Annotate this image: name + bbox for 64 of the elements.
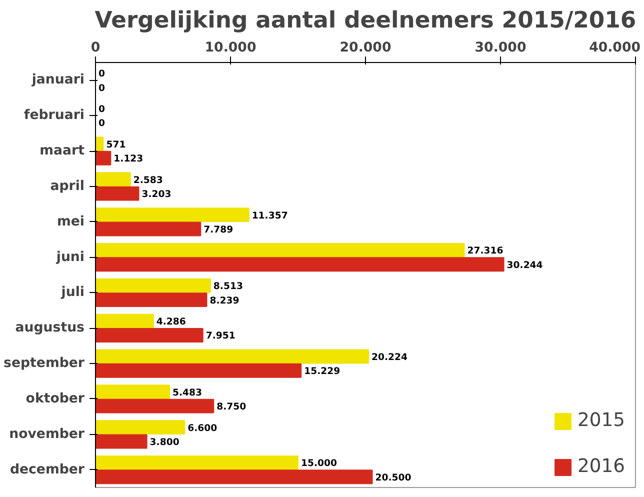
y-tick-label: februari <box>24 108 85 124</box>
y-tick-label: september <box>4 356 85 372</box>
y-tick-label: januari <box>30 72 85 88</box>
y-tick-label: november <box>9 426 85 442</box>
data-label: 20.224 <box>372 352 408 363</box>
bar <box>96 292 208 308</box>
data-label: 0 <box>98 68 106 80</box>
data-label: 3.800 <box>150 436 180 448</box>
data-label: 27.316 <box>467 246 504 257</box>
bar <box>96 349 370 364</box>
bar <box>96 363 302 378</box>
data-label: 0 <box>98 118 106 130</box>
x-tick-label: 20.000 <box>340 40 392 56</box>
data-label: 0 <box>98 82 106 94</box>
data-label: 15.000 <box>301 458 338 470</box>
data-label: 30.244 <box>506 260 544 271</box>
bar <box>96 150 112 166</box>
data-label: 0 <box>98 104 106 116</box>
data-label: 7.951 <box>206 330 236 342</box>
bar <box>96 314 154 328</box>
y-tick-label: mei <box>57 214 85 230</box>
legend-label: 2016 <box>578 456 625 477</box>
bar <box>96 398 214 414</box>
bar <box>96 172 131 187</box>
bar <box>96 242 465 258</box>
data-label: 8.239 <box>210 295 240 306</box>
data-label: 6.600 <box>188 422 218 434</box>
bar <box>96 470 373 484</box>
data-label: 15.229 <box>304 366 340 378</box>
data-label: 1.123 <box>114 154 144 165</box>
y-tick-label: augustus <box>15 320 85 336</box>
bar <box>96 384 170 400</box>
y-tick-label: juni <box>55 250 85 265</box>
bar <box>96 434 148 449</box>
bar <box>96 420 186 435</box>
bar <box>96 278 211 293</box>
y-tick-label: juli <box>60 285 85 300</box>
data-label: 3.203 <box>142 189 172 200</box>
data-label: 8.513 <box>213 281 243 292</box>
data-label: 2.583 <box>133 174 163 186</box>
x-tick-label: 30.000 <box>474 40 526 56</box>
y-tick-label: december <box>10 462 85 478</box>
y-tick-label: oktober <box>26 391 85 406</box>
bar <box>96 186 140 201</box>
data-label: 8.750 <box>216 402 247 413</box>
data-label: 4.286 <box>156 316 186 328</box>
bar <box>96 455 298 470</box>
data-label: 5.483 <box>172 387 202 398</box>
data-label: 11.357 <box>252 210 288 222</box>
chart-title: Vergelijking aantal deelnemers 2015/2016 <box>94 8 636 34</box>
data-label: 7.789 <box>204 224 234 236</box>
data-label: 571 <box>106 139 126 150</box>
y-tick-label: april <box>50 178 85 194</box>
x-tick-label: 40.000 <box>589 40 641 56</box>
y-tick-label: maart <box>40 144 86 159</box>
bar <box>96 257 504 272</box>
legend-label: 2015 <box>578 410 625 431</box>
x-tick-label: 10.000 <box>204 40 256 56</box>
data-label: 20.500 <box>375 472 412 484</box>
bar <box>96 222 202 236</box>
bar <box>96 136 104 152</box>
bar <box>96 208 250 222</box>
bar <box>96 328 204 342</box>
x-tick-label: 0 <box>90 40 100 56</box>
